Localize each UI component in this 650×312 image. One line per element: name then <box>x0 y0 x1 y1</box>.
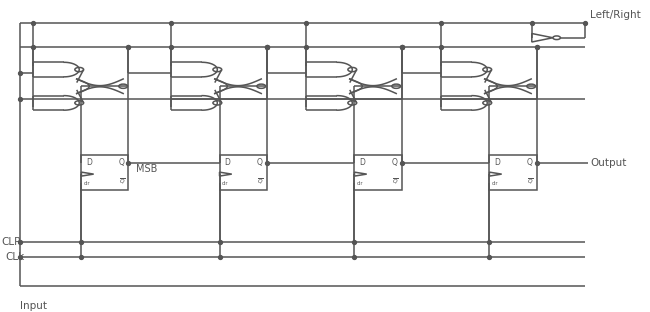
Text: $\overline{Q}$: $\overline{Q}$ <box>527 177 534 186</box>
Text: Left/Right: Left/Right <box>590 10 641 20</box>
Text: clr: clr <box>357 181 363 186</box>
Bar <box>489 155 536 190</box>
Text: D: D <box>224 158 230 167</box>
Text: $\overline{Q}$: $\overline{Q}$ <box>393 177 399 186</box>
Bar <box>354 155 402 190</box>
Text: Q: Q <box>257 158 263 167</box>
Text: $\overline{Q}$: $\overline{Q}$ <box>257 177 264 186</box>
Text: Q: Q <box>527 158 533 167</box>
Text: CLR: CLR <box>1 237 21 247</box>
Text: CLk: CLk <box>6 252 25 262</box>
Text: clr: clr <box>492 181 499 186</box>
Text: Q: Q <box>392 158 398 167</box>
Text: Q: Q <box>119 158 125 167</box>
Text: clr: clr <box>222 181 229 186</box>
Text: D: D <box>86 158 92 167</box>
Text: Output: Output <box>590 158 627 168</box>
Text: D: D <box>494 158 500 167</box>
Text: D: D <box>359 158 365 167</box>
Bar <box>81 155 129 190</box>
Text: Input: Input <box>20 301 47 311</box>
Text: MSB: MSB <box>136 164 157 174</box>
Text: clr: clr <box>84 181 90 186</box>
Bar <box>220 155 266 190</box>
Text: $\overline{Q}$: $\overline{Q}$ <box>120 177 126 186</box>
